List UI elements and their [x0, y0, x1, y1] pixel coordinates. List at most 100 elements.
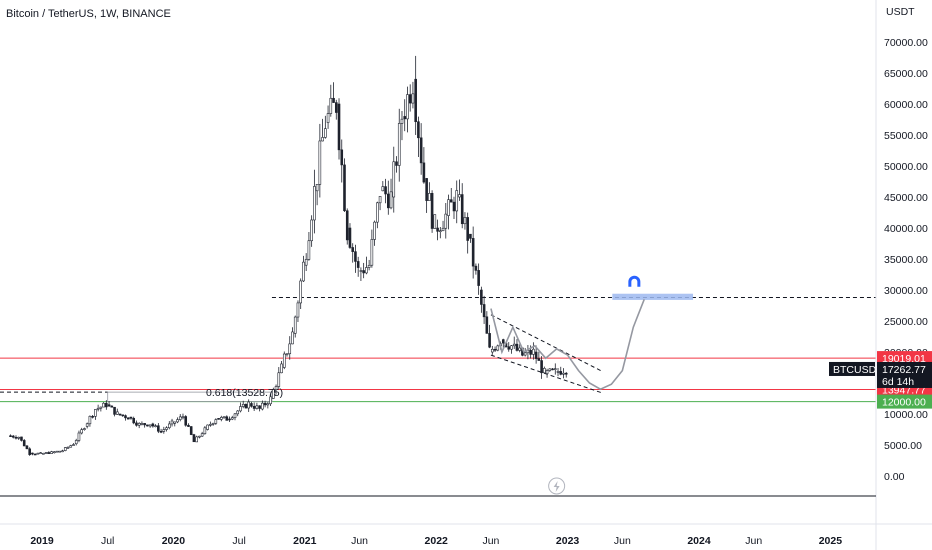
- candle-body: [501, 339, 505, 344]
- candle-body: [228, 418, 231, 421]
- candle-body: [113, 406, 116, 415]
- candle-body: [562, 372, 565, 375]
- horizontal-levels: 0.618(13528.75): [0, 296, 876, 403]
- candle-body: [140, 423, 144, 425]
- candle-body: [356, 261, 360, 268]
- candle-body: [447, 199, 450, 216]
- candle-body: [165, 427, 168, 430]
- candle-body: [126, 417, 130, 420]
- x-tick-label: 2023: [556, 535, 580, 547]
- candle-body: [493, 348, 497, 351]
- candle-body: [214, 419, 218, 424]
- candle-body: [17, 436, 21, 439]
- symbol-tag-label: BTCUSDT: [833, 364, 883, 376]
- candle-body: [233, 413, 237, 418]
- candle-body: [200, 433, 204, 437]
- candle-body: [178, 416, 182, 420]
- candle-body: [310, 219, 313, 242]
- candle-body: [151, 423, 155, 427]
- candle-body: [293, 316, 297, 334]
- candle-body: [321, 137, 324, 142]
- y-tick-label: 40000.00: [884, 223, 928, 235]
- candle-body: [485, 316, 489, 334]
- candle-body: [411, 93, 415, 104]
- candle-body: [44, 452, 48, 454]
- candle-body: [318, 140, 322, 185]
- candle-body: [77, 432, 81, 441]
- candle-body: [397, 123, 401, 166]
- candle-body: [523, 352, 527, 356]
- candle-body: [436, 227, 439, 232]
- candle-body: [408, 94, 412, 104]
- candle-body: [466, 217, 469, 241]
- x-tick-label: 2019: [30, 535, 54, 547]
- candle-body: [162, 429, 166, 432]
- candle-body: [439, 230, 442, 233]
- candle-body: [195, 436, 198, 443]
- magnet-icon: [628, 275, 641, 287]
- candle-body: [107, 404, 111, 407]
- candle-body: [376, 202, 379, 223]
- candle-body: [91, 415, 94, 418]
- candle-body: [285, 353, 289, 356]
- candle-body: [389, 191, 393, 209]
- candle-body: [304, 259, 308, 266]
- candle-body: [63, 447, 67, 451]
- candle-body: [99, 406, 103, 409]
- candle-body: [146, 424, 149, 427]
- y-tick-label: 55000.00: [884, 130, 928, 142]
- candle-body: [537, 358, 541, 361]
- candle-body: [184, 416, 188, 426]
- candle-body: [543, 368, 546, 374]
- candle-body: [458, 194, 461, 198]
- candle-body: [110, 405, 114, 408]
- candle-body: [83, 428, 86, 430]
- falling-channel: [490, 314, 602, 394]
- candle-body: [455, 190, 459, 212]
- current-price-label: 17262.77: [882, 364, 926, 376]
- candle-body: [488, 333, 491, 348]
- candle-body: [80, 429, 83, 434]
- support-2-tag-label: 12000.00: [882, 397, 926, 409]
- x-tick-label: Jun: [351, 535, 368, 547]
- candle-body: [463, 217, 467, 225]
- candle-body: [422, 162, 426, 183]
- y-tick-label: 30000.00: [884, 285, 928, 297]
- candle-body: [255, 405, 259, 409]
- candle-body: [564, 372, 568, 375]
- candle-body: [430, 193, 434, 229]
- x-tick-label: Jun: [482, 535, 499, 547]
- candle-body: [217, 418, 220, 420]
- candle-body: [452, 201, 456, 212]
- candle-body: [143, 423, 146, 426]
- y-tick-label: 10000.00: [884, 409, 928, 421]
- candle-body: [31, 452, 34, 455]
- candle-body: [548, 368, 552, 371]
- candle-body: [343, 164, 346, 212]
- candle-body: [203, 427, 207, 435]
- candle-body: [406, 94, 409, 120]
- candle-body: [518, 347, 521, 351]
- candle-body: [88, 415, 92, 425]
- candle-body: [354, 251, 357, 262]
- candle-body: [269, 396, 272, 405]
- candle-body: [417, 121, 420, 139]
- candle-body: [69, 445, 73, 448]
- candle-body: [441, 227, 445, 232]
- support-2-tag: [877, 394, 932, 409]
- candle-body: [11, 435, 15, 438]
- candle-body: [167, 423, 171, 429]
- fib-label: 0.618(13528.75): [206, 387, 283, 399]
- candle-body: [39, 452, 42, 454]
- candle-body: [299, 280, 302, 304]
- candle-body: [225, 416, 229, 421]
- candle-body: [326, 113, 330, 123]
- candle-body: [154, 425, 157, 428]
- candle-body: [72, 444, 75, 446]
- resistance-tag: [877, 351, 932, 366]
- candle-body: [220, 417, 223, 420]
- candle-body: [403, 116, 407, 120]
